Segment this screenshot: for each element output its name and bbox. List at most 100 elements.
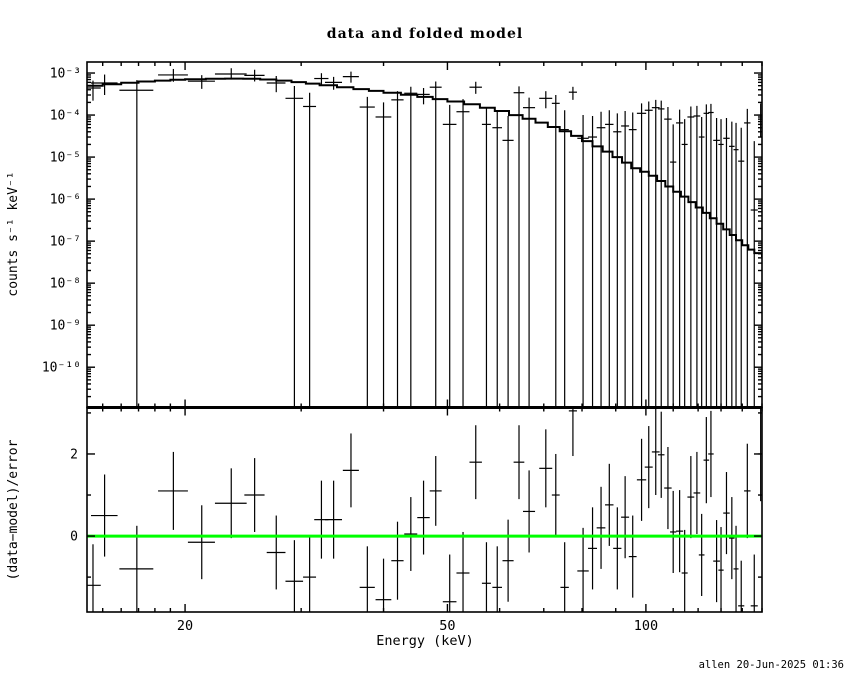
residual-point-cross — [703, 417, 710, 504]
data-point-cross — [91, 74, 118, 96]
residual-point-cross — [442, 554, 457, 612]
chart-title: data and folded model — [326, 26, 524, 42]
residual-point-cross — [560, 542, 569, 612]
data-point-cross — [703, 104, 710, 408]
residual-point-cross — [577, 527, 589, 612]
residual-point-cross — [708, 410, 714, 498]
svg-text:20: 20 — [177, 618, 193, 634]
residual-point-cross — [744, 443, 751, 539]
svg-text:10⁻⁵: 10⁻⁵ — [50, 151, 81, 166]
svg-text:10⁻⁷: 10⁻⁷ — [50, 235, 81, 250]
data-point-cross — [303, 92, 317, 408]
data-point-cross — [596, 111, 606, 408]
data-point-cross — [522, 97, 536, 408]
data-point-cross — [375, 102, 392, 408]
plot-frame — [86, 61, 763, 613]
residual-point-cross — [244, 458, 265, 532]
residual-point-cross — [342, 433, 359, 508]
data-point-cross — [342, 71, 359, 83]
data-point-cross — [693, 105, 701, 408]
residual-point-cross — [605, 463, 614, 546]
data-point-cross — [481, 107, 491, 408]
residual-point-cross — [214, 468, 247, 539]
data-point-cross — [651, 99, 660, 408]
data-point-cross — [285, 86, 304, 408]
data-point-cross — [513, 86, 525, 408]
data-point-cross — [560, 110, 569, 408]
residual-point-cross — [698, 513, 705, 596]
data-point-cross — [664, 107, 672, 408]
timestamp: allen 20-Jun-2025 01:36 — [698, 659, 844, 671]
svg-text:0: 0 — [70, 530, 78, 545]
residual-point-cross — [733, 525, 739, 612]
residual-point-cross — [644, 426, 653, 509]
data-point-cross — [670, 124, 677, 408]
residual-point-cross — [621, 476, 630, 559]
residual-point-cross — [723, 472, 730, 555]
data-point-cross — [708, 103, 714, 408]
residual-point-cross — [324, 480, 343, 559]
data-point-cross — [539, 91, 553, 109]
residual-point-cross — [738, 560, 745, 612]
residual-point-cross — [729, 497, 735, 580]
data-point-cross — [687, 106, 695, 408]
data-point-cross — [605, 110, 614, 408]
residual-point-cross — [568, 408, 577, 457]
data-point-cross — [324, 76, 343, 90]
data-point-cross — [723, 118, 730, 408]
residual-point-cross — [359, 546, 375, 612]
data-point-cross — [314, 73, 329, 86]
residual-point-cross — [375, 558, 392, 612]
x-axis-label: Energy (keV) — [376, 633, 474, 649]
data-point-cross — [733, 122, 739, 408]
residual-point-cross — [657, 411, 665, 498]
data-point-cross — [698, 116, 705, 408]
data-point-cross — [750, 141, 758, 408]
residual-point-cross — [469, 425, 482, 500]
residual-point-cross — [551, 453, 560, 537]
data-point-cross — [628, 112, 637, 408]
data-point-cross — [417, 88, 430, 105]
svg-text:50: 50 — [439, 618, 455, 634]
folded-model-step-line — [87, 77, 762, 257]
residual-point-cross — [158, 451, 188, 530]
svg-text:10⁻³: 10⁻³ — [50, 67, 81, 82]
data-point-cross — [404, 86, 418, 408]
svg-text:10⁻⁶: 10⁻⁶ — [50, 193, 81, 208]
data-point-cross — [676, 109, 684, 408]
data-point-cross — [613, 113, 622, 408]
residual-point-cross — [429, 456, 442, 526]
residual-point-cross — [596, 486, 606, 569]
residual-point-cross — [664, 446, 672, 530]
residual-point-cross — [628, 515, 637, 598]
data-point-cross — [119, 80, 154, 408]
data-point-cross — [718, 119, 724, 408]
data-point-cross — [442, 104, 457, 408]
residual-point-cross — [481, 542, 491, 612]
data-point-cross — [681, 119, 688, 408]
data-point-cross — [621, 110, 630, 408]
spectrum-data-points — [87, 68, 762, 408]
svg-text:2: 2 — [70, 447, 78, 462]
data-point-cross — [502, 115, 514, 408]
data-point-cross — [644, 101, 653, 408]
residual-point-cross — [718, 527, 724, 612]
residual-point-cross — [187, 505, 215, 580]
data-point-cross — [429, 81, 442, 408]
data-point-cross — [214, 68, 247, 80]
data-point-cross — [187, 75, 215, 89]
spectrum-y-tick-labels: 10⁻³ 10⁻⁴ 10⁻⁵ 10⁻⁶ 10⁻⁷ 10⁻⁸ 10⁻⁹ 10⁻¹⁰ — [42, 67, 81, 376]
residual-y-tick-labels: 20 — [70, 447, 78, 544]
data-point-cross — [738, 127, 745, 408]
data-point-cross — [469, 81, 482, 94]
residual-point-cross — [404, 497, 418, 571]
residual-point-cross — [681, 529, 688, 612]
data-point-cross — [657, 100, 665, 408]
residual-point-cross — [522, 470, 536, 553]
svg-text:10⁻¹⁰: 10⁻¹⁰ — [42, 361, 81, 376]
residual-point-cross — [636, 438, 647, 521]
residual-point-cross — [687, 456, 695, 539]
data-point-cross — [744, 108, 751, 408]
svg-text:10⁻⁴: 10⁻⁴ — [50, 109, 81, 124]
